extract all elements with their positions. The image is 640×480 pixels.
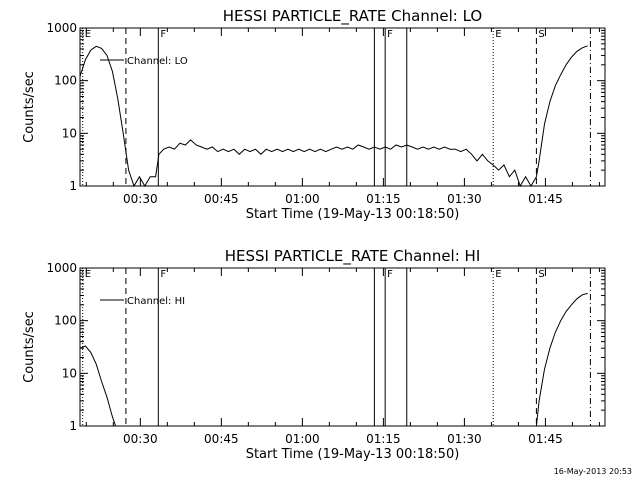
- x-axis-label: Start Time (19-May-13 00:18:50): [246, 447, 460, 462]
- chart-panel-hi: HESSI PARTICLE_RATE Channel: HI Start Ti…: [22, 247, 606, 462]
- flag-label: F: [160, 269, 166, 280]
- y-tick-label: 100: [54, 314, 77, 328]
- x-tick-label: 00:30: [123, 192, 158, 206]
- y-tick-label: 1: [69, 419, 77, 433]
- y-tick-label: 1: [69, 179, 77, 193]
- legend-label: Channel: LO: [127, 56, 188, 67]
- flag-label: F: [160, 29, 166, 40]
- x-tick-label: 01:30: [447, 432, 482, 446]
- flag-label: S: [538, 269, 544, 280]
- flag-label: E: [85, 269, 91, 280]
- flag-label: F: [387, 29, 393, 40]
- plot-frame: [79, 267, 606, 427]
- plot-timestamp: 16-May-2013 20:53: [553, 467, 632, 476]
- x-tick-label: 01:45: [528, 192, 563, 206]
- x-tick-label: 01:30: [447, 192, 482, 206]
- x-tick-label: 00:45: [204, 192, 239, 206]
- x-tick-label: 01:00: [285, 432, 320, 446]
- series-line: [535, 292, 588, 427]
- plot-frame: [79, 27, 606, 187]
- x-tick-label: 00:30: [123, 432, 158, 446]
- y-tick-label: 1000: [46, 21, 77, 35]
- x-tick-label: 00:45: [204, 432, 239, 446]
- flag-label: E: [495, 269, 501, 280]
- series-line: [79, 45, 588, 188]
- x-tick-label: 01:15: [366, 192, 401, 206]
- flag-label: E: [85, 29, 91, 40]
- x-axis-label: Start Time (19-May-13 00:18:50): [246, 207, 460, 222]
- x-tick-label: 01:45: [528, 432, 563, 446]
- legend-label: Channel: HI: [127, 296, 185, 307]
- y-tick-label: 10: [62, 366, 77, 380]
- x-tick-label: 01:00: [285, 192, 320, 206]
- chart-panel-lo: HESSI PARTICLE_RATE Channel: LO Start Ti…: [22, 7, 606, 222]
- flag-label: F: [387, 269, 393, 280]
- y-tick-label: 1000: [46, 261, 77, 275]
- x-tick-label: 01:15: [366, 432, 401, 446]
- chart-title: HESSI PARTICLE_RATE Channel: LO: [223, 7, 482, 26]
- y-tick-label: 10: [62, 126, 77, 140]
- chart-title: HESSI PARTICLE_RATE Channel: HI: [225, 247, 481, 266]
- y-tick-label: 100: [54, 74, 77, 88]
- flag-label: S: [538, 29, 544, 40]
- series-line: [79, 345, 117, 427]
- y-axis-label: Counts/sec: [22, 311, 37, 383]
- flag-label: E: [495, 29, 501, 40]
- y-axis-label: Counts/sec: [22, 71, 37, 143]
